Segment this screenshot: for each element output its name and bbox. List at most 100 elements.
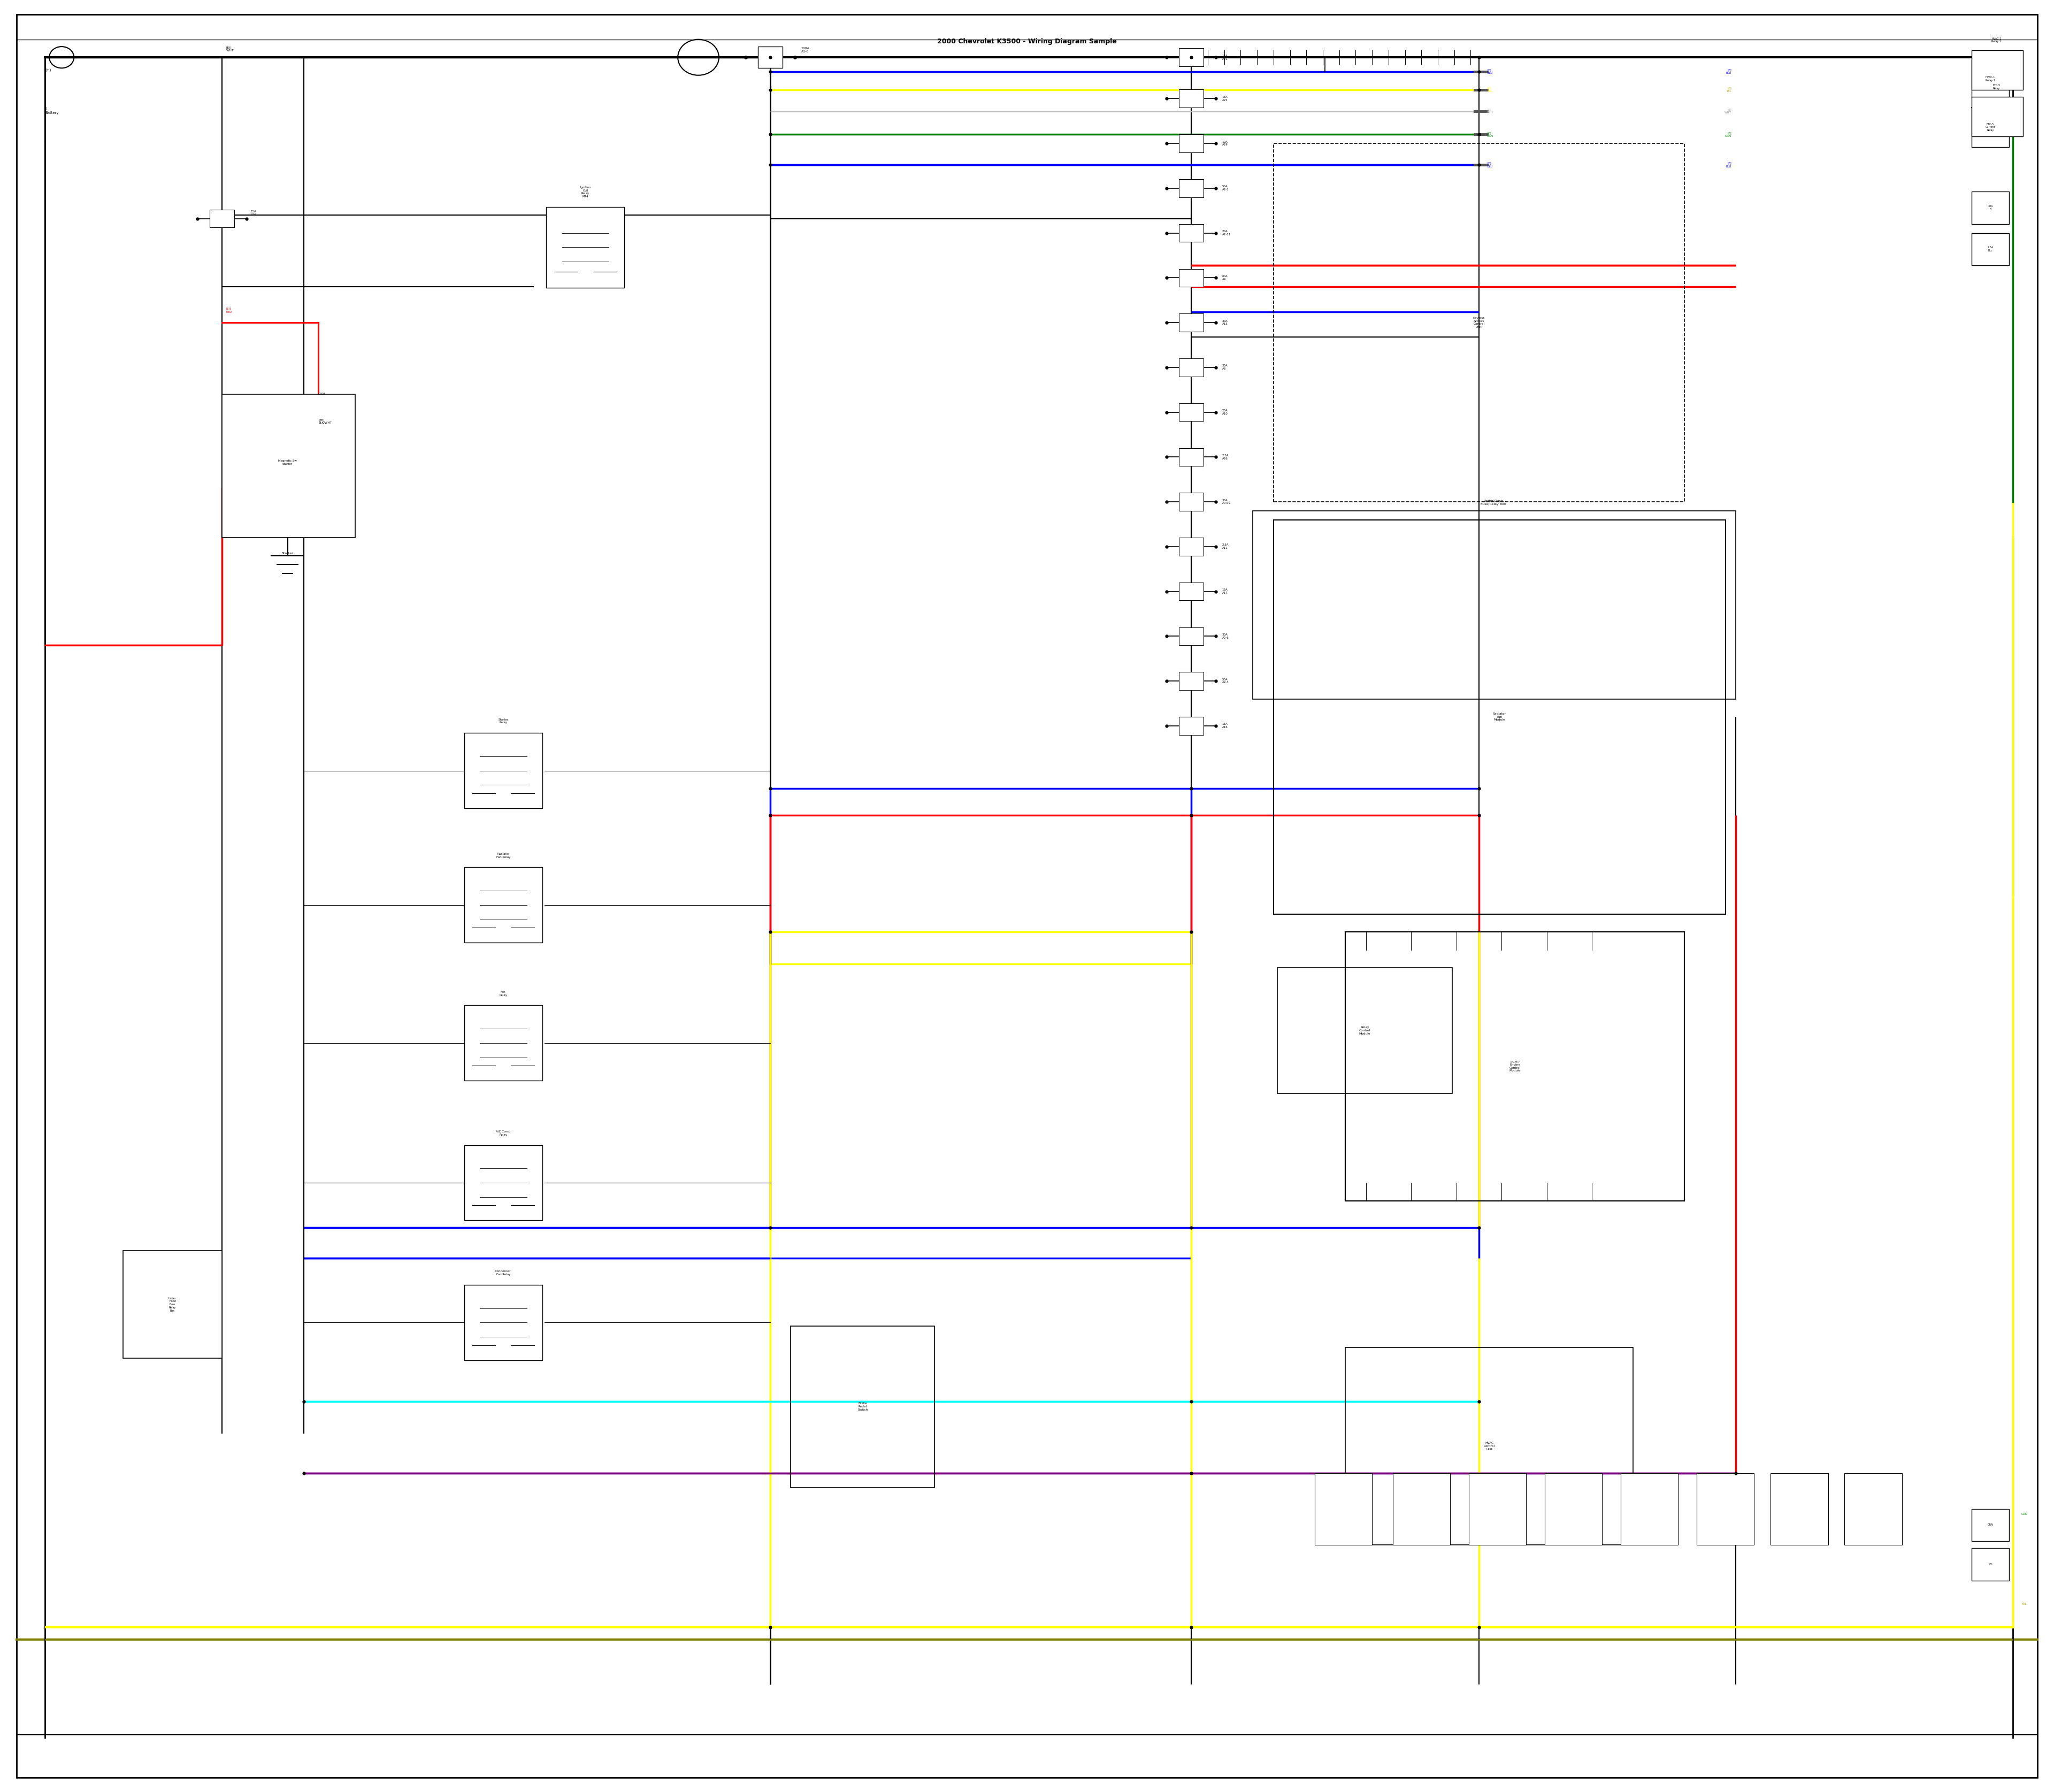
Text: GRN: GRN xyxy=(1988,1523,1992,1527)
Bar xyxy=(123,1251,222,1358)
Bar xyxy=(1545,1473,1602,1545)
Text: Radiator
Fan
Module: Radiator Fan Module xyxy=(1493,713,1506,720)
Bar xyxy=(1179,403,1204,421)
Bar xyxy=(222,394,355,538)
Text: PCM /
Engine
Control
Module: PCM / Engine Control Module xyxy=(1510,1061,1520,1072)
Bar xyxy=(464,1285,542,1360)
Bar xyxy=(1179,448,1204,466)
Text: Fan
Relay: Fan Relay xyxy=(499,991,507,996)
Bar xyxy=(1972,50,2023,90)
Text: HVAC-1
Relay 1: HVAC-1 Relay 1 xyxy=(1992,38,2001,43)
Text: Brake
Pedal
Switch: Brake Pedal Switch xyxy=(857,1403,869,1410)
Text: [EE]
BLK/WHT: [EE] BLK/WHT xyxy=(318,418,331,425)
Text: YEL: YEL xyxy=(1988,1563,1992,1566)
Text: 2000 Chevrolet K3500 - Wiring Diagram Sample: 2000 Chevrolet K3500 - Wiring Diagram Sa… xyxy=(937,38,1117,45)
Text: Relay
Control
Module: Relay Control Module xyxy=(1360,1027,1370,1034)
Text: 40A
A13: 40A A13 xyxy=(1222,319,1228,326)
Bar xyxy=(1278,968,1452,1093)
Text: [EJ]
RED: [EJ] RED xyxy=(226,308,232,314)
Text: 15A
A16: 15A A16 xyxy=(1222,722,1228,729)
Bar xyxy=(1179,134,1204,152)
Bar xyxy=(1972,97,2023,136)
Bar xyxy=(1179,493,1204,511)
Text: Radiator
Fan Relay: Radiator Fan Relay xyxy=(497,853,509,858)
Bar xyxy=(1469,1473,1526,1545)
Text: (+): (+) xyxy=(45,68,51,72)
Bar xyxy=(1393,1473,1450,1545)
Bar xyxy=(1972,59,2009,99)
Text: HVAC-1
Relay 1: HVAC-1 Relay 1 xyxy=(1986,75,1994,82)
Text: Starter: Starter xyxy=(281,552,294,554)
Text: [E]
BLU: [E] BLU xyxy=(1725,68,1732,75)
Bar xyxy=(1179,538,1204,556)
Text: 15A
A17: 15A A17 xyxy=(1222,588,1228,595)
Bar xyxy=(1345,1348,1633,1545)
Text: GRN: GRN xyxy=(2021,1512,2027,1516)
Text: ETC-5
Current
Relay: ETC-5 Current Relay xyxy=(1986,124,1994,131)
Text: Under
Hood
Fuse
Relay
Box: Under Hood Fuse Relay Box xyxy=(168,1297,177,1312)
Bar xyxy=(1179,314,1204,332)
Bar xyxy=(1179,90,1204,108)
Bar xyxy=(1771,1473,1828,1545)
Text: 15A
A22: 15A A22 xyxy=(1222,95,1228,102)
Bar xyxy=(1972,192,2009,224)
Bar xyxy=(791,1326,935,1487)
Text: Under-Dash
Fuse/Relay Box: Under-Dash Fuse/Relay Box xyxy=(1481,500,1506,505)
Bar xyxy=(1179,717,1204,735)
Text: 15A
A16: 15A A16 xyxy=(251,210,257,217)
Bar xyxy=(1179,48,1204,66)
Text: C408: C408 xyxy=(318,392,327,396)
Bar xyxy=(1972,108,2009,147)
Text: Condenser
Fan Relay: Condenser Fan Relay xyxy=(495,1271,511,1276)
Text: [E]
WHT: [E] WHT xyxy=(1487,108,1493,115)
Bar xyxy=(1315,1473,1372,1545)
Text: Starter
Relay: Starter Relay xyxy=(499,719,507,724)
Text: A/C Comp
Relay: A/C Comp Relay xyxy=(495,1131,511,1136)
Text: [E]
YEL: [E] YEL xyxy=(1725,86,1732,93)
Text: 7.5A
Bcc: 7.5A Bcc xyxy=(1988,246,1992,253)
Bar xyxy=(1972,1509,2009,1541)
Text: [E]
BLU: [E] BLU xyxy=(1487,161,1493,168)
Bar xyxy=(758,47,783,68)
Text: [E]
BLU: [E] BLU xyxy=(1725,161,1732,168)
Bar xyxy=(464,867,542,943)
Bar xyxy=(464,1005,542,1081)
Text: 30A
A2-6: 30A A2-6 xyxy=(1222,633,1228,640)
Bar xyxy=(1179,582,1204,600)
Text: 2.5A
A11: 2.5A A11 xyxy=(1222,543,1228,550)
Text: Magnetic Sw
Starter: Magnetic Sw Starter xyxy=(277,459,298,466)
Text: 10A
A29: 10A A29 xyxy=(1222,140,1228,147)
Text: Keyless
Access
Control
Unit: Keyless Access Control Unit xyxy=(1473,317,1485,328)
Text: 100A
A1-6: 100A A1-6 xyxy=(801,47,809,54)
Text: [E]
BLU: [E] BLU xyxy=(1487,68,1493,75)
Text: [E]
WHT: [E] WHT xyxy=(1725,108,1732,115)
Bar xyxy=(1179,179,1204,197)
Text: 30A
A0.99: 30A A0.99 xyxy=(1222,498,1230,505)
Text: [E]
YEL: [E] YEL xyxy=(1487,86,1493,93)
Bar xyxy=(1697,1473,1754,1545)
Bar xyxy=(1179,358,1204,376)
Bar xyxy=(1179,269,1204,287)
Bar xyxy=(1273,143,1684,502)
Text: [EI]
WHT: [EI] WHT xyxy=(226,47,234,52)
Text: Ignition
Coil
Relay
M44: Ignition Coil Relay M44 xyxy=(579,186,592,199)
Bar xyxy=(1345,932,1684,1201)
Text: 2.5A
A26: 2.5A A26 xyxy=(1222,453,1228,461)
Bar xyxy=(1972,1548,2009,1581)
Bar xyxy=(1179,627,1204,645)
Bar xyxy=(1844,1473,1902,1545)
Bar xyxy=(1179,672,1204,690)
Text: [E]
GRN: [E] GRN xyxy=(1725,131,1732,138)
Bar xyxy=(1345,932,1684,1201)
Text: 20A
A10: 20A A10 xyxy=(1222,409,1228,416)
Text: 20A
A2-11: 20A A2-11 xyxy=(1222,229,1230,237)
Text: 50A
A2-3: 50A A2-3 xyxy=(1222,677,1228,685)
Text: YEL: YEL xyxy=(2021,1602,2027,1606)
Bar xyxy=(464,1145,542,1220)
Text: 10A
B: 10A B xyxy=(1988,204,1992,211)
Bar xyxy=(464,733,542,808)
Bar xyxy=(546,206,624,287)
Bar xyxy=(1273,520,1725,914)
Text: 50A
A2-1: 50A A2-1 xyxy=(1222,185,1228,192)
Text: [E]
GRN: [E] GRN xyxy=(1487,131,1493,138)
